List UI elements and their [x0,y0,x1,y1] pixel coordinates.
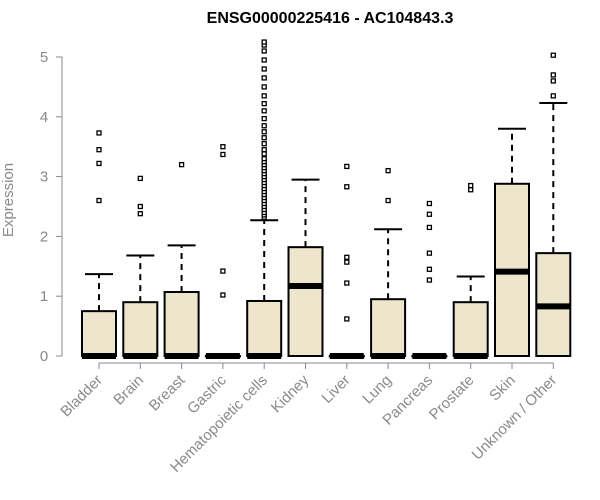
box [370,298,407,358]
box-group [287,178,324,357]
x-tick-label: Bladder [57,372,106,421]
outlier-point [426,250,433,256]
x-tick-label: Skin [486,372,519,405]
outlier-point [96,130,102,136]
y-tick-label: 1 [40,288,48,305]
outlier-point [96,197,102,204]
outlier-point [261,93,267,99]
x-tick-label: Lung [359,372,395,408]
x-tick-label: Prostate [426,372,478,424]
box-group [328,163,365,359]
outlier-point [344,254,350,260]
outlier-point [261,48,267,54]
y-tick-label: 5 [40,49,48,66]
x-tick-label: Brain [110,372,147,409]
outlier-point [220,151,226,158]
y-tick-label: 2 [40,228,48,245]
outlier-point [344,163,350,170]
outlier-point [178,161,185,168]
box-group [246,39,283,359]
outlier-point [426,211,433,217]
x-tick-label: Kidney [268,371,313,416]
outlier-point [344,316,350,322]
box-group [494,127,530,357]
box-group [81,130,117,359]
outlier-point [344,280,350,286]
box [81,310,117,357]
y-axis-label: Expression [0,163,17,237]
box [246,299,283,358]
x-tick-label: Breast [146,371,189,414]
outlier-point [550,93,556,99]
box [122,301,159,357]
y-tick-label: 0 [40,348,48,365]
outlier-point [261,151,267,157]
box [287,246,324,357]
outlier-point [426,266,433,272]
outlier-point [220,144,226,150]
outlier-point [550,72,556,78]
outlier-point [220,268,226,274]
outlier-point [220,292,226,298]
outlier-point [426,200,433,207]
outlier-point [550,78,556,84]
box-group [452,182,489,359]
y-axis: 0 1 2 3 4 5 [40,49,63,365]
y-tick-label: 3 [40,169,48,186]
outlier-point [426,277,433,283]
outlier-point [550,52,556,58]
outlier-point [385,197,391,204]
outlier-point [261,129,267,135]
chart-title: ENSG00000225416 - AC104843.3 [207,10,454,27]
outlier-point [96,160,102,167]
outlier-point [385,167,391,174]
outlier-point [96,147,102,153]
outlier-point [344,259,350,265]
outlier-point [137,203,143,210]
outlier-point [261,84,267,90]
outlier-point [261,39,267,45]
outlier-point [261,66,267,72]
box [163,291,200,358]
box-group [535,52,572,357]
x-tick-label: Liver [319,372,354,407]
box-group [163,161,200,359]
outlier-point [261,135,267,141]
box-group [411,200,448,359]
outlier-point [137,211,143,217]
box-group [370,167,407,359]
box [452,301,489,357]
outlier-point [261,75,267,81]
outlier-point [261,115,267,122]
outlier-point [137,175,143,182]
plot-area [81,39,572,359]
outlier-point [426,224,433,231]
outlier-point [468,182,474,189]
outlier-point [261,141,267,147]
outlier-point [261,108,267,114]
outlier-point [261,100,267,107]
outlier-point [344,184,350,190]
outlier-point [261,156,267,162]
box-group [122,175,159,359]
outlier-point [261,147,267,153]
box-group [204,144,241,359]
outlier-point [261,57,267,63]
outlier-point [261,123,267,129]
y-tick-label: 4 [40,109,48,126]
outlier-point [468,187,474,193]
